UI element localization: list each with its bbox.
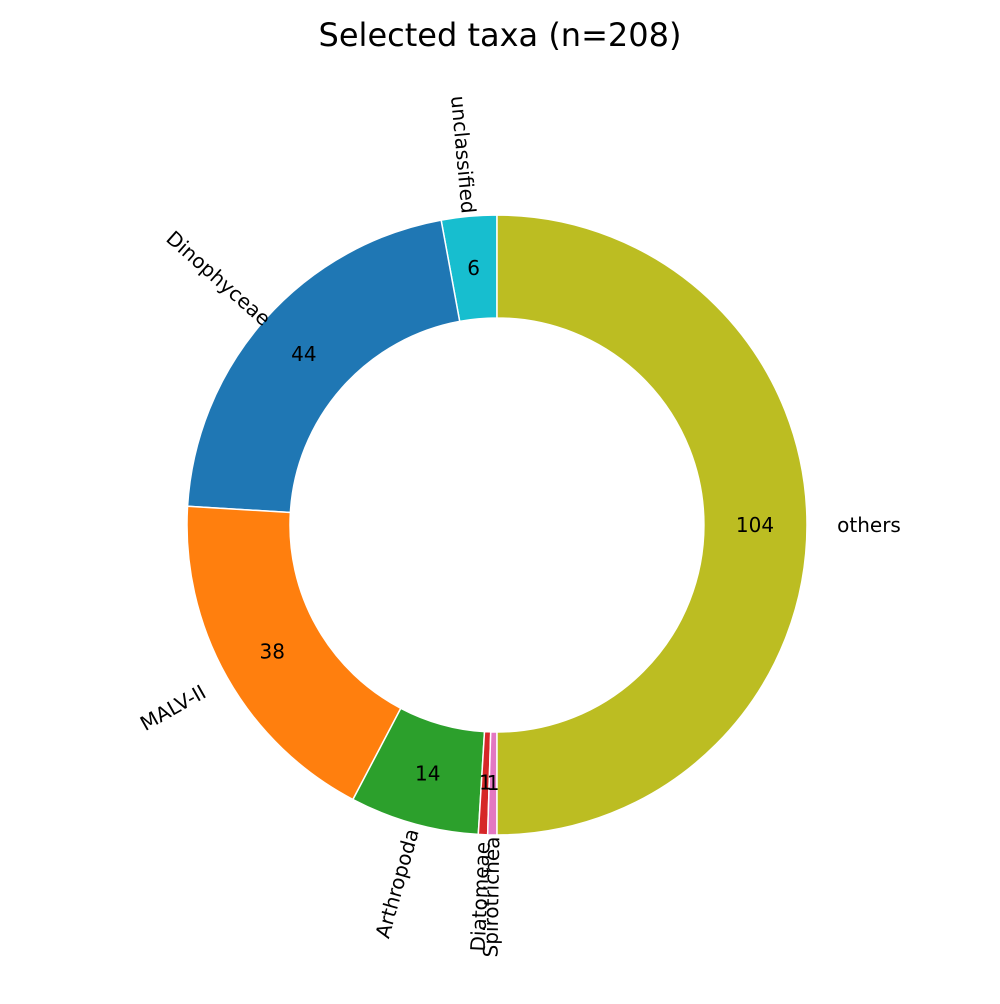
value-label-arthropoda: 14 xyxy=(415,762,440,786)
category-label-arthropoda: Arthropoda xyxy=(370,826,423,941)
value-label-unclassified: 6 xyxy=(467,256,480,280)
wedge-group xyxy=(186,214,808,836)
category-label-unclassified: unclassified xyxy=(446,95,481,215)
value-label-malv-ii: 38 xyxy=(260,640,285,664)
value-label-dinophyceae: 44 xyxy=(291,342,316,366)
value-label-diatomeae: 1 xyxy=(479,771,492,795)
category-label-malv-ii: MALV-II xyxy=(136,680,210,736)
wedge-others xyxy=(496,214,808,836)
category-label-spirotrichea: Spirotrichea xyxy=(478,836,504,957)
category-label-others: others xyxy=(837,513,901,537)
category-label-dinophyceae: Dinophyceae xyxy=(162,226,276,331)
value-label-others: 104 xyxy=(736,513,774,537)
wedge-malv-ii xyxy=(186,505,402,801)
category-label-diatomeae: Diatomeae xyxy=(466,841,495,952)
wedge-dinophyceae xyxy=(186,219,461,514)
chart-title: Selected taxa (n=208) xyxy=(319,16,682,54)
value-label-spirotrichea: 1 xyxy=(487,771,500,795)
value-label-group: 6 44 38 14 11 104 xyxy=(260,256,775,795)
